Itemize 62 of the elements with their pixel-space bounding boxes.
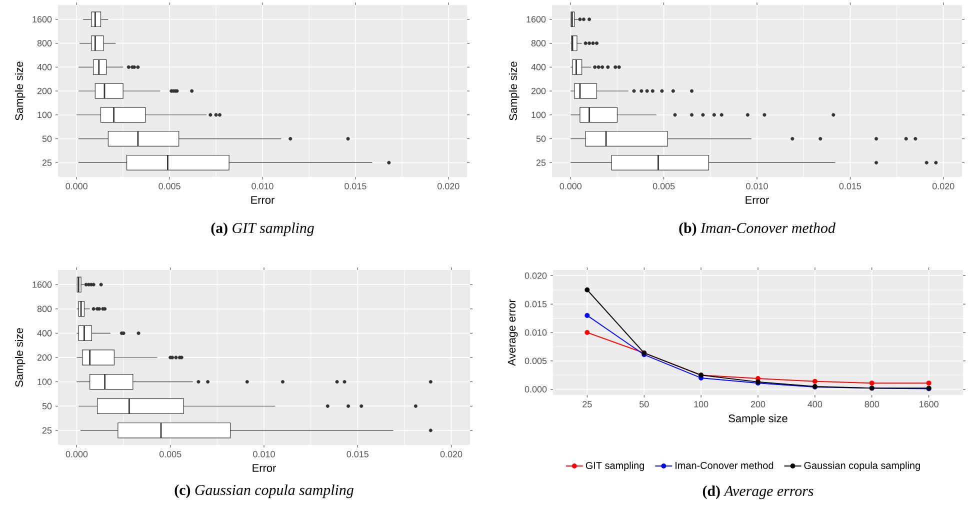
y-tick-label: 25 (42, 427, 52, 434)
y-tick-label: 0.005 (524, 358, 547, 364)
y-axis-title: Average error (508, 299, 518, 366)
x-tick-label: 0.015 (839, 183, 862, 190)
x-tick-label: 0.015 (346, 451, 368, 458)
legend-label: GIT sampling (586, 462, 644, 471)
y-tick-label: 25 (42, 159, 52, 166)
x-tick-label: 0.020 (440, 451, 462, 458)
legend-label: Iman-Conover method (676, 462, 774, 469)
text: (a) GIT sampling (211, 222, 314, 236)
x-tick-label: 50 (639, 401, 649, 408)
y-tick-label: 800 (37, 40, 52, 46)
y-tick-label: 200 (531, 88, 546, 94)
y-tick-label: 50 (536, 136, 546, 142)
y-tick-label: 200 (37, 354, 52, 361)
x-tick-label: 0.010 (253, 451, 275, 458)
x-tick-label: 800 (864, 401, 880, 408)
x-tick-label: 0.005 (159, 451, 182, 458)
legend-label: Gaussian copula sampling (804, 462, 920, 471)
x-tick-label: 0.005 (652, 183, 675, 190)
x-axis-title: Error (746, 196, 769, 204)
x-tick-label: 0.010 (252, 183, 274, 190)
y-tick-label: 800 (531, 40, 546, 46)
y-axis-title: Sample size (14, 62, 26, 120)
y-axis-title: Sample size (508, 62, 520, 120)
x-tick-label: 0.000 (560, 183, 582, 190)
text: (c) Gaussian copula sampling (174, 484, 354, 498)
x-tick-label: 1600 (920, 401, 938, 408)
x-tick-label: 0.005 (158, 183, 180, 190)
y-tick-label: 800 (37, 306, 52, 312)
y-tick-label: 25 (536, 159, 546, 166)
x-tick-label: 0.010 (746, 183, 768, 190)
x-tick-label: 0.020 (932, 183, 954, 190)
x-tick-label: 0.000 (66, 183, 88, 190)
x-tick-label: 25 (582, 401, 592, 408)
x-axis-title: Sample size (728, 414, 788, 424)
y-tick-label: 1600 (526, 16, 546, 23)
text: (b) Iman-Conover method (679, 222, 836, 236)
x-tick-label: 200 (750, 401, 766, 408)
y-tick-label: 100 (532, 112, 546, 118)
y-tick-label: 0.010 (524, 329, 547, 336)
y-tick-label: 100 (38, 378, 52, 385)
y-tick-label: 400 (531, 64, 546, 70)
x-tick-label: 0.020 (438, 183, 460, 190)
y-tick-label: 1600 (32, 16, 52, 23)
y-tick-label: 0.000 (524, 386, 547, 392)
text: (d) Average errors (702, 486, 814, 500)
y-tick-label: 0.015 (524, 300, 547, 308)
x-axis-title: Error (251, 196, 274, 204)
y-tick-label: 0.020 (524, 272, 547, 279)
y-tick-label: 200 (37, 88, 52, 94)
y-tick-label: 1600 (32, 281, 52, 288)
x-tick-label: 0.000 (66, 451, 88, 458)
x-tick-label: 400 (808, 401, 822, 408)
y-tick-label: 400 (37, 330, 52, 336)
y-tick-label: 400 (37, 64, 52, 70)
x-tick-label: 0.015 (344, 183, 366, 190)
y-tick-label: 100 (38, 112, 52, 118)
y-axis-title: Sample size (14, 328, 26, 387)
y-tick-label: 50 (42, 136, 52, 142)
x-axis-title: Error (252, 464, 276, 472)
x-tick-label: 100 (694, 401, 708, 408)
